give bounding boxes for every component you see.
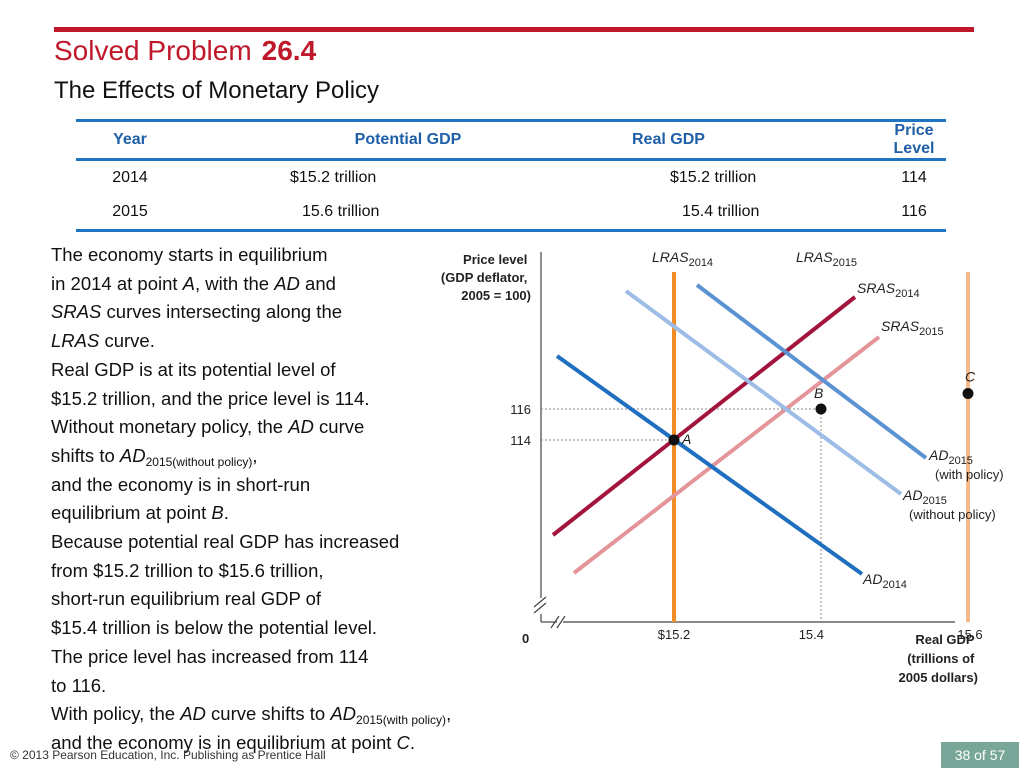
cell-potential-gdp: $15.2 trillion bbox=[290, 169, 377, 186]
label-sras2015: SRAS2015 bbox=[881, 318, 944, 338]
title-prefix: Solved Problem bbox=[54, 35, 252, 66]
data-table: Year Potential GDP Real GDP Price Level … bbox=[76, 119, 946, 232]
header-year: Year bbox=[113, 131, 147, 148]
x-tick-15-4: 15.4 bbox=[799, 627, 824, 642]
header-price-level: Price Level bbox=[893, 122, 935, 157]
slide-subtitle: The Effects of Monetary Policy bbox=[54, 77, 380, 104]
label-ad2015_without: AD2015 bbox=[902, 487, 947, 507]
text-line: The price level has increased from 114 bbox=[51, 645, 369, 667]
cell-price-level: 114 bbox=[901, 169, 927, 186]
text-line: from $15.2 trillion to $15.6 trillion, bbox=[51, 559, 324, 581]
label-lras2015: LRAS2015 bbox=[796, 249, 857, 269]
curve-ad2014 bbox=[555, 354, 864, 576]
point-A bbox=[668, 434, 680, 446]
text-line: and the economy is in equilibrium at poi… bbox=[51, 731, 416, 753]
table-row: 2014 $15.2 trillion $15.2 trillion 114 bbox=[76, 160, 946, 196]
text-line: $15.2 trillion, and the price level is 1… bbox=[51, 387, 370, 409]
curve-ad2015_with bbox=[695, 283, 928, 460]
text-line: in 2014 at point A, with the AD and bbox=[51, 272, 336, 294]
y-axis-title: Price level (GDP deflator, 2005 = 100) bbox=[441, 252, 531, 303]
text-line: With policy, the AD curve shifts to AD20… bbox=[51, 703, 452, 728]
x-tick-15-2: $15.2 bbox=[658, 627, 691, 642]
slide-title: Solved Problem 26.4 bbox=[54, 35, 316, 67]
copyright: © 2013 Pearson Education, Inc. Publishin… bbox=[10, 748, 326, 762]
text-line: equilibrium at point B. bbox=[51, 502, 229, 524]
cell-price-level: 116 bbox=[901, 203, 927, 220]
curve-sras2015 bbox=[572, 335, 881, 575]
text-line: SRAS curves intersecting along the bbox=[51, 301, 343, 323]
text-line: Because potential real GDP has increased bbox=[51, 531, 400, 553]
text-line: Without monetary policy, the AD curve bbox=[51, 416, 365, 438]
x-axis-title: Real GDP (trillions of 2005 dollars) bbox=[899, 632, 979, 685]
explanation-text: The economy starts in equilibrium in 201… bbox=[51, 241, 521, 758]
cell-real-gdp: 15.4 trillion bbox=[682, 203, 760, 220]
y-tick-116: 116 bbox=[510, 402, 531, 417]
label-ad2014: AD2014 bbox=[862, 571, 907, 591]
cell-year: 2015 bbox=[112, 203, 148, 220]
point-label-A: A bbox=[681, 431, 691, 447]
curve-sras2014 bbox=[551, 295, 857, 537]
title-number: 26.4 bbox=[261, 35, 317, 66]
text-line: shifts to AD2015(without policy), bbox=[51, 444, 258, 469]
text-line: short-run equilibrium real GDP of bbox=[51, 588, 322, 610]
cell-potential-gdp: 15.6 trillion bbox=[302, 203, 380, 220]
origin-label: 0 bbox=[522, 631, 529, 646]
point-B bbox=[815, 403, 827, 415]
page-indicator: 38 of 57 bbox=[941, 742, 1019, 768]
text-line: and the economy is in short-run bbox=[51, 473, 311, 495]
header-real-gdp: Real GDP bbox=[632, 131, 705, 148]
text-line: $15.4 trillion is below the potential le… bbox=[51, 617, 377, 639]
point-label-C: C bbox=[965, 369, 976, 385]
text-line: Real GDP is at its potential level of bbox=[51, 358, 336, 380]
point-C bbox=[962, 388, 974, 399]
title-rule bbox=[54, 27, 974, 32]
label-lras2014: LRAS2014 bbox=[652, 249, 713, 269]
y-axis-break bbox=[533, 596, 547, 614]
cell-year: 2014 bbox=[112, 169, 148, 186]
table-row: 2015 15.6 trillion 15.4 trillion 116 bbox=[76, 195, 946, 231]
label-ad2015_with: AD2015 bbox=[928, 447, 973, 467]
text-line: The economy starts in equilibrium bbox=[51, 244, 328, 265]
header-potential-gdp: Potential GDP bbox=[354, 131, 462, 148]
label-ad2015_without-note: (without policy) bbox=[909, 507, 996, 522]
curve-ad2015_without bbox=[624, 289, 903, 496]
table-header-row: Year Potential GDP Real GDP Price Level bbox=[76, 120, 946, 160]
y-tick-114: 114 bbox=[510, 433, 531, 448]
text-line: LRAS curve. bbox=[51, 330, 155, 352]
point-label-B: B bbox=[814, 385, 823, 401]
text-line: to 116. bbox=[51, 674, 107, 696]
x-axis-break bbox=[550, 615, 566, 629]
label-sras2014: SRAS2014 bbox=[857, 280, 920, 300]
label-ad2015_with-note: (with policy) bbox=[935, 467, 1004, 482]
cell-real-gdp: $15.2 trillion bbox=[670, 169, 757, 186]
x-tick-15-6: 15.6 bbox=[957, 627, 982, 642]
